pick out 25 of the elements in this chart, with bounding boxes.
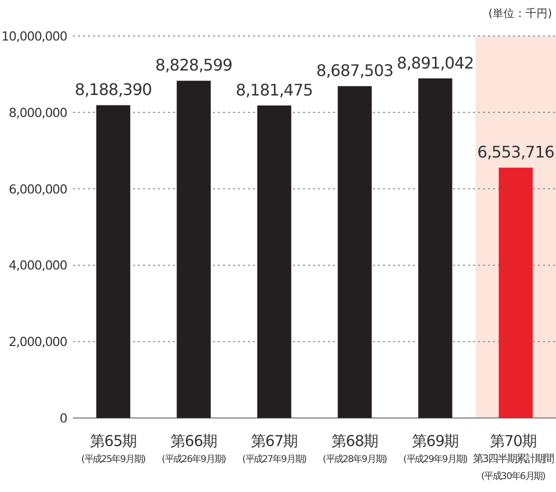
y-tick-label: 0 — [60, 410, 68, 426]
data-label: 8,687,503 — [316, 61, 394, 80]
x-tick-label: 第70期第3四半期累計期間 (平成30年6月期) — [473, 432, 554, 482]
y-tick-label: 8,000,000 — [8, 104, 68, 120]
y-tick-label: 2,000,000 — [8, 334, 68, 350]
x-tick-label: 第68期 (平成28年9月期) — [322, 432, 387, 465]
bar — [96, 105, 130, 418]
data-label: 8,828,599 — [155, 56, 233, 75]
bar — [498, 168, 533, 418]
data-label: 8,188,390 — [74, 80, 152, 100]
y-tick-label: 4,000,000 — [8, 258, 68, 273]
bar — [338, 86, 372, 418]
data-label: 8,181,475 — [236, 80, 313, 100]
data-label: 8,891,042 — [396, 53, 474, 72]
data-label: 6,553,716 — [477, 142, 555, 162]
y-tick-label: 6,000,000 — [8, 181, 68, 196]
bar — [418, 78, 452, 418]
y-tick-label: 10,000,000 — [1, 28, 68, 44]
x-tick-label: 第65期 (平成25年9月期) — [81, 432, 146, 465]
x-tick-label: 第67期 (平成27年9月期) — [242, 432, 306, 465]
x-tick-label: 第66期 (平成26年9月期) — [162, 432, 226, 465]
x-tick-label: 第69期 (平成29年9月期) — [403, 432, 468, 465]
bar — [176, 80, 211, 418]
bar — [257, 105, 292, 418]
text: (単位：千円) — [488, 7, 552, 20]
